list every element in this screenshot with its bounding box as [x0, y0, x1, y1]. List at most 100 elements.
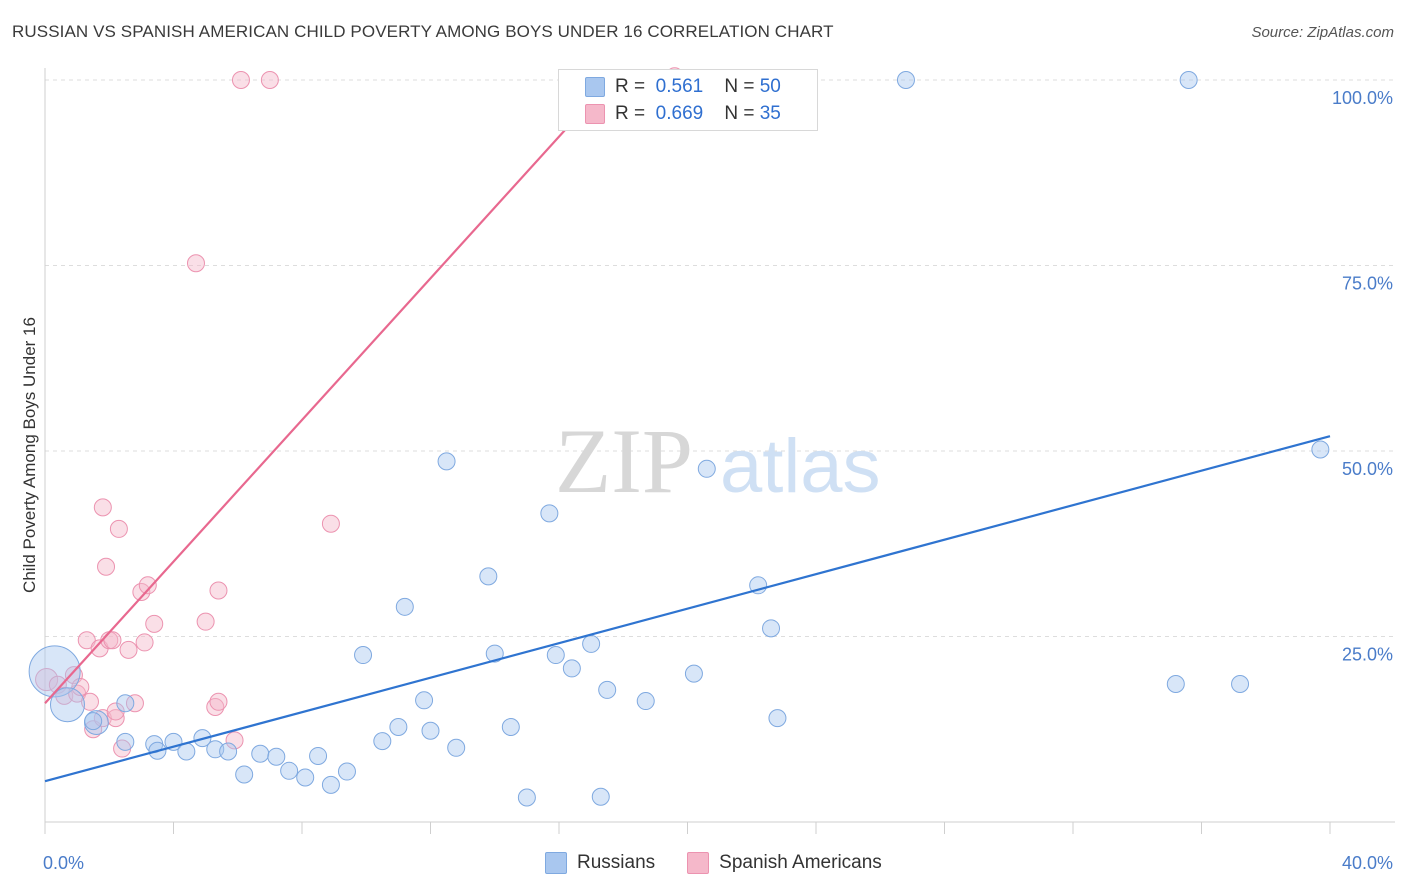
russians-point [321, 775, 340, 794]
russians-point [354, 646, 373, 665]
russians-point [267, 747, 286, 766]
watermark-zip: ZIP [555, 410, 693, 512]
russians-point [636, 692, 655, 711]
russians-point [485, 644, 504, 663]
russians-point [598, 680, 617, 699]
legend-row-russians: R = 0.561 N = 50 [585, 75, 781, 99]
spanish-americans-point [97, 557, 116, 576]
y-tick-label-75: 75.0% [1342, 274, 1393, 294]
russians-swatch [585, 77, 605, 97]
russians-n-value: 50 [759, 76, 781, 97]
russians-point [1231, 674, 1250, 693]
russians-point [582, 634, 601, 653]
russians-point [337, 762, 356, 781]
russians-point [517, 788, 536, 807]
watermark-atlas: atlas [720, 424, 881, 509]
russians-point [309, 746, 328, 765]
russians-point [591, 787, 610, 806]
spanish-americans-point [35, 667, 59, 692]
russians-point [762, 619, 781, 638]
russians-point [116, 694, 135, 713]
spanish-americans-swatch [585, 104, 605, 124]
correlation-legend: R = 0.561 N = 50 R = 0.669 N = 35 [558, 69, 818, 131]
axes [44, 68, 1395, 834]
source-credit: Source: ZipAtlas.com [1251, 24, 1394, 41]
spanish-americans-point [231, 71, 250, 89]
spanish-americans-point [196, 612, 215, 631]
russians-point [1311, 440, 1330, 459]
spanish-americans-point [321, 514, 340, 533]
russians-point [501, 718, 520, 737]
russians-point [49, 687, 85, 723]
russians-point [389, 718, 408, 737]
russians-point [896, 71, 915, 89]
russians-point [296, 768, 315, 787]
russians-trend-line [44, 435, 1331, 783]
russians-point [437, 452, 456, 471]
spanish-americans-point [135, 633, 154, 652]
russians-point [28, 645, 81, 698]
spanish-americans-point [132, 582, 151, 601]
russians-point [684, 664, 703, 683]
spanish-americans-point [80, 692, 99, 711]
russians-point [562, 659, 581, 678]
russians-point [251, 744, 270, 763]
russians-point [280, 761, 299, 780]
spanish-americans-point [119, 640, 138, 659]
spanish-americans-point [103, 631, 122, 650]
spanish-americans-point [186, 254, 205, 273]
russians-r-value: 0.561 [655, 76, 704, 97]
spanish-americans-point [64, 666, 83, 685]
y-axis-label: Child Poverty Among Boys Under 16 [20, 317, 39, 593]
russians-n-label: N = [724, 76, 755, 97]
spanish-americans-point [260, 71, 279, 89]
russians-point [1166, 674, 1185, 693]
chart-title: RUSSIAN VS SPANISH AMERICAN CHILD POVERT… [12, 22, 834, 41]
russians-point [1179, 71, 1198, 89]
russians-point [395, 597, 414, 616]
spanish-americans-point [225, 731, 244, 750]
legend-item-spanish-americans: Spanish Americans [687, 852, 882, 874]
spanish-americans-point [206, 697, 225, 716]
y-tick-labels: 25.0% 50.0% 75.0% 100.0% [1332, 88, 1393, 665]
russians-point [421, 721, 440, 740]
russians-points [28, 71, 1330, 807]
x-tick-label-max: 40.0% [1342, 853, 1393, 873]
spanish-r-value: 0.669 [655, 103, 704, 124]
trend-lines [44, 79, 1331, 783]
russians-point [479, 567, 498, 586]
legend-row-spanish-americans: R = 0.669 N = 35 [585, 102, 781, 126]
spanish-americans-point [209, 581, 228, 600]
russians-r-label: R = [615, 76, 646, 97]
russians-point [219, 742, 238, 761]
watermark: ZIP atlas [555, 410, 881, 512]
legend-item-russians: Russians [545, 852, 655, 874]
russians-point [697, 459, 716, 478]
spanish-n-label: N = [724, 103, 755, 124]
y-tick-label-100: 100.0% [1332, 88, 1393, 108]
russians-point [116, 732, 135, 751]
spanish-americans-point [125, 694, 144, 713]
spanish-americans-point [109, 519, 128, 538]
russians-legend-label: Russians [577, 852, 656, 873]
spanish-americans-point [77, 631, 96, 650]
y-tick-label-50: 50.0% [1342, 459, 1393, 479]
spanish-americans-legend-label: Spanish Americans [719, 852, 882, 873]
y-tick-label-25: 25.0% [1342, 645, 1393, 665]
spanish-americans-point [71, 677, 90, 696]
spanish-americans-point [209, 692, 228, 711]
russians-point [373, 732, 392, 751]
russians-legend-swatch [545, 852, 567, 874]
russians-point [235, 765, 254, 784]
spanish-americans-trend-line [44, 79, 612, 705]
series-legend: Russians Spanish Americans [545, 852, 914, 874]
russians-point [415, 691, 434, 710]
russians-point [447, 738, 466, 757]
spanish-americans-point [93, 498, 112, 517]
russians-point [84, 712, 103, 731]
russians-point [546, 646, 565, 665]
spanish-americans-point [138, 576, 157, 595]
spanish-americans-legend-swatch [687, 852, 710, 874]
spanish-r-label: R = [615, 103, 646, 124]
